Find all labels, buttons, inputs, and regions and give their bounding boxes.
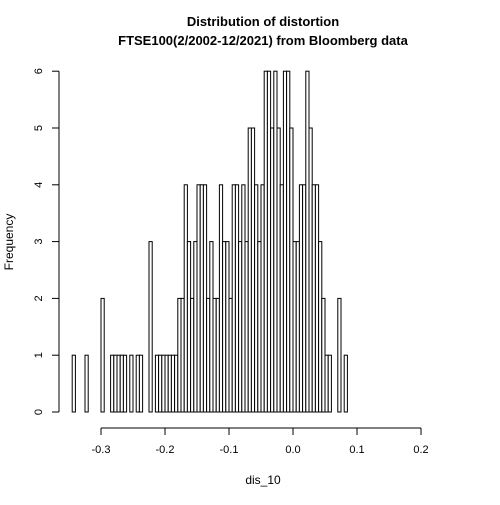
histogram-bar bbox=[138, 354, 144, 413]
y-axis: 0 1 2 3 4 5 6 bbox=[33, 68, 60, 415]
histogram-bar bbox=[343, 354, 348, 413]
x-tick-label: -0.2 bbox=[156, 444, 175, 456]
histogram-bar bbox=[122, 354, 128, 413]
x-axis: -0.3 -0.2 -0.1 0.0 0.1 0.2 bbox=[92, 427, 429, 456]
x-tick-label: 0.1 bbox=[349, 444, 364, 456]
histogram-bar bbox=[129, 354, 134, 413]
y-tick-label: 6 bbox=[33, 68, 45, 74]
histogram-bar bbox=[148, 241, 153, 413]
y-tick-label: 4 bbox=[33, 182, 45, 188]
x-tick-label: -0.3 bbox=[92, 444, 111, 456]
x-tick-label: 0.0 bbox=[285, 444, 300, 456]
chart-title: Distribution of distortion bbox=[187, 14, 339, 29]
histogram-bar bbox=[337, 297, 342, 413]
x-tick-label: -0.1 bbox=[220, 444, 239, 456]
y-tick-label: 1 bbox=[33, 352, 45, 358]
chart-subtitle: FTSE100(2/2002-12/2021) from Bloomberg d… bbox=[118, 33, 408, 48]
x-axis-label: dis_10 bbox=[245, 473, 281, 487]
histogram-bar bbox=[100, 297, 105, 413]
y-tick-label: 0 bbox=[33, 409, 45, 415]
histogram-bars bbox=[71, 70, 348, 413]
histogram-bar bbox=[327, 354, 332, 413]
y-axis-label: Frequency bbox=[2, 214, 16, 271]
y-tick-label: 5 bbox=[33, 125, 45, 131]
histogram-bar bbox=[71, 354, 76, 413]
y-tick-label: 2 bbox=[33, 295, 45, 301]
x-tick-label: 0.2 bbox=[413, 444, 428, 456]
histogram-bar bbox=[84, 354, 89, 413]
y-tick-label: 3 bbox=[33, 239, 45, 245]
